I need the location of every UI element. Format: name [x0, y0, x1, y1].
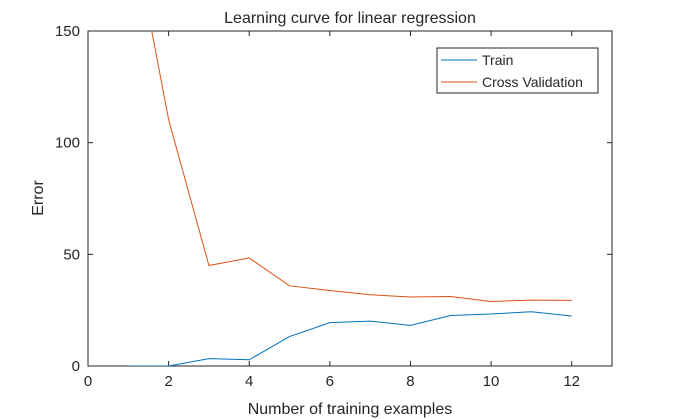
y-axis-ticks: 0 50 100 150: [55, 23, 612, 375]
x-tick-label: 10: [483, 373, 500, 390]
y-tick-label: 150: [55, 23, 80, 40]
legend-label-train: Train: [482, 52, 513, 68]
y-tick-label: 100: [55, 135, 80, 152]
y-tick-label: 0: [72, 358, 80, 375]
series-layer: [128, 31, 572, 366]
legend: Train Cross Validation: [436, 47, 599, 94]
x-tick-label: 4: [245, 373, 253, 390]
series-line-cross-validation: [151, 31, 572, 302]
x-tick-label: 2: [164, 373, 172, 390]
x-axis-ticks: 0 2 4 6 8 10 12: [84, 31, 580, 390]
y-tick-label: 50: [63, 246, 80, 263]
series-line-train: [128, 311, 572, 366]
x-tick-label: 12: [563, 373, 580, 390]
x-axis-label: Number of training examples: [248, 401, 453, 418]
x-tick-label: 8: [406, 373, 414, 390]
x-tick-label: 0: [84, 373, 92, 390]
legend-box: [436, 47, 599, 94]
legend-label-cross-validation: Cross Validation: [482, 74, 583, 90]
x-tick-label: 6: [326, 373, 334, 390]
y-axis-label: Error: [30, 180, 47, 216]
chart-title: Learning curve for linear regression: [224, 10, 476, 27]
